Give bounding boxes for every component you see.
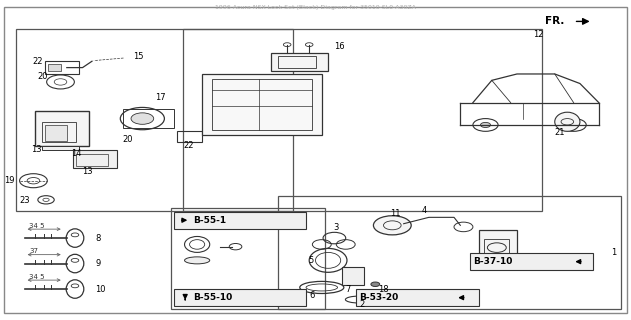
Bar [484, 239, 509, 263]
Bar [177, 131, 202, 142]
Text: 15: 15 [133, 52, 143, 61]
Text: 9: 9 [95, 259, 100, 268]
Text: B-55-1: B-55-1 [193, 216, 227, 225]
Text: 7: 7 [346, 285, 351, 294]
Bar [73, 150, 117, 168]
Text: 22: 22 [32, 57, 43, 66]
Bar [469, 253, 593, 270]
Text: 2: 2 [360, 300, 365, 308]
Text: B-53-20: B-53-20 [360, 293, 399, 302]
Circle shape [480, 123, 490, 127]
Text: 34 5: 34 5 [29, 223, 45, 229]
Ellipse shape [184, 257, 209, 264]
Text: 10: 10 [95, 284, 105, 293]
Bar [174, 212, 306, 228]
Bar [45, 61, 80, 74]
Bar [479, 230, 517, 265]
Text: 6: 6 [309, 291, 315, 300]
Bar [211, 79, 312, 130]
Circle shape [569, 123, 579, 127]
Text: 14: 14 [71, 149, 81, 158]
Circle shape [374, 216, 411, 235]
Circle shape [131, 113, 154, 124]
Bar [16, 29, 293, 211]
Text: 1: 1 [611, 248, 616, 257]
Text: 18: 18 [379, 284, 389, 293]
Bar [202, 74, 322, 134]
Bar [45, 125, 67, 141]
Bar [124, 109, 174, 128]
Text: 19: 19 [4, 176, 15, 185]
Text: 5: 5 [308, 256, 313, 265]
Text: 20: 20 [37, 72, 48, 81]
Text: 17: 17 [155, 93, 165, 102]
Text: 1996 Acura NSX Lock Set (Black) Diagram for 35010-SL0-A30ZA: 1996 Acura NSX Lock Set (Black) Diagram … [215, 5, 416, 11]
Bar [278, 196, 621, 309]
Text: B-37-10: B-37-10 [473, 257, 512, 266]
Bar [357, 289, 479, 306]
Bar [48, 64, 61, 71]
Bar [171, 208, 325, 309]
Text: 21: 21 [555, 128, 565, 137]
Text: 3: 3 [333, 223, 338, 232]
Text: 8: 8 [95, 234, 100, 243]
Text: 16: 16 [334, 42, 345, 52]
Bar [278, 56, 316, 68]
Bar [42, 122, 76, 142]
Text: 20: 20 [122, 135, 133, 144]
Bar [35, 111, 89, 146]
Circle shape [371, 282, 380, 286]
Text: 37: 37 [29, 248, 38, 254]
Text: 22: 22 [183, 141, 194, 150]
Bar [342, 268, 364, 285]
Text: 23: 23 [20, 196, 30, 205]
Text: 13: 13 [83, 167, 93, 176]
Text: B-55-10: B-55-10 [193, 293, 233, 302]
Text: 13: 13 [31, 145, 42, 154]
Ellipse shape [555, 112, 580, 131]
Text: 11: 11 [390, 209, 400, 218]
Bar [271, 53, 328, 71]
Bar [42, 146, 80, 150]
Text: 12: 12 [533, 30, 543, 39]
Bar [76, 154, 108, 166]
Bar [174, 289, 306, 306]
Text: 34 5: 34 5 [29, 274, 45, 280]
Text: 4: 4 [422, 206, 427, 215]
Bar [183, 29, 542, 211]
Text: FR.: FR. [545, 16, 565, 27]
